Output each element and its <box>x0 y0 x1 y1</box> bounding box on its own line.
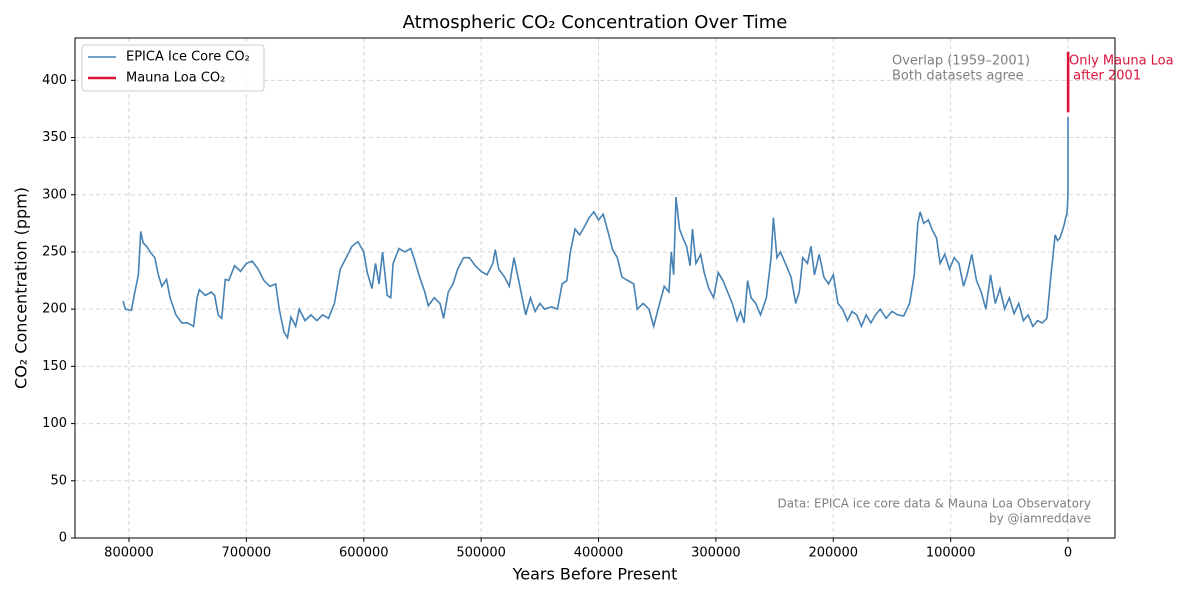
source-note: by @iamreddave <box>989 512 1091 526</box>
y-tick-label: 50 <box>50 473 67 488</box>
y-tick-label: 200 <box>42 302 67 317</box>
chart-title: Atmospheric CO₂ Concentration Over Time <box>403 12 788 33</box>
y-axis-label: CO₂ Concentration (ppm) <box>12 187 31 389</box>
legend-box <box>81 44 265 92</box>
x-tick-label: 100000 <box>926 546 976 561</box>
source-note: Data: EPICA ice core data & Mauna Loa Ob… <box>778 497 1091 511</box>
x-tick-label: 600000 <box>339 546 389 561</box>
y-tick-label: 250 <box>42 244 67 259</box>
y-tick-label: 150 <box>42 359 67 374</box>
y-tick-label: 300 <box>42 187 67 202</box>
y-tick-label: 100 <box>42 416 67 431</box>
x-axis-label: Years Before Present <box>512 565 678 584</box>
x-tick-label: 500000 <box>456 546 506 561</box>
x-tick-label: 400000 <box>574 546 624 561</box>
y-tick-label: 0 <box>59 531 67 546</box>
x-tick-label: 200000 <box>808 546 858 561</box>
annotation: Only Mauna Loa <box>1069 54 1174 69</box>
y-tick-label: 400 <box>42 73 67 88</box>
x-tick-label: 800000 <box>104 546 154 561</box>
x-tick-label: 300000 <box>691 546 741 561</box>
legend-label: EPICA Ice Core CO₂ <box>126 50 250 65</box>
annotation: Both datasets agree <box>892 69 1024 84</box>
y-tick-label: 350 <box>42 130 67 145</box>
axes-frame <box>74 37 1116 539</box>
x-tick-label: 700000 <box>222 546 272 561</box>
annotation: after 2001 <box>1069 69 1141 84</box>
legend-label: Mauna Loa CO₂ <box>126 71 225 86</box>
annotation: Overlap (1959–2001) <box>892 54 1030 69</box>
x-tick-label: 0 <box>1064 546 1072 561</box>
data-line <box>122 116 1069 340</box>
